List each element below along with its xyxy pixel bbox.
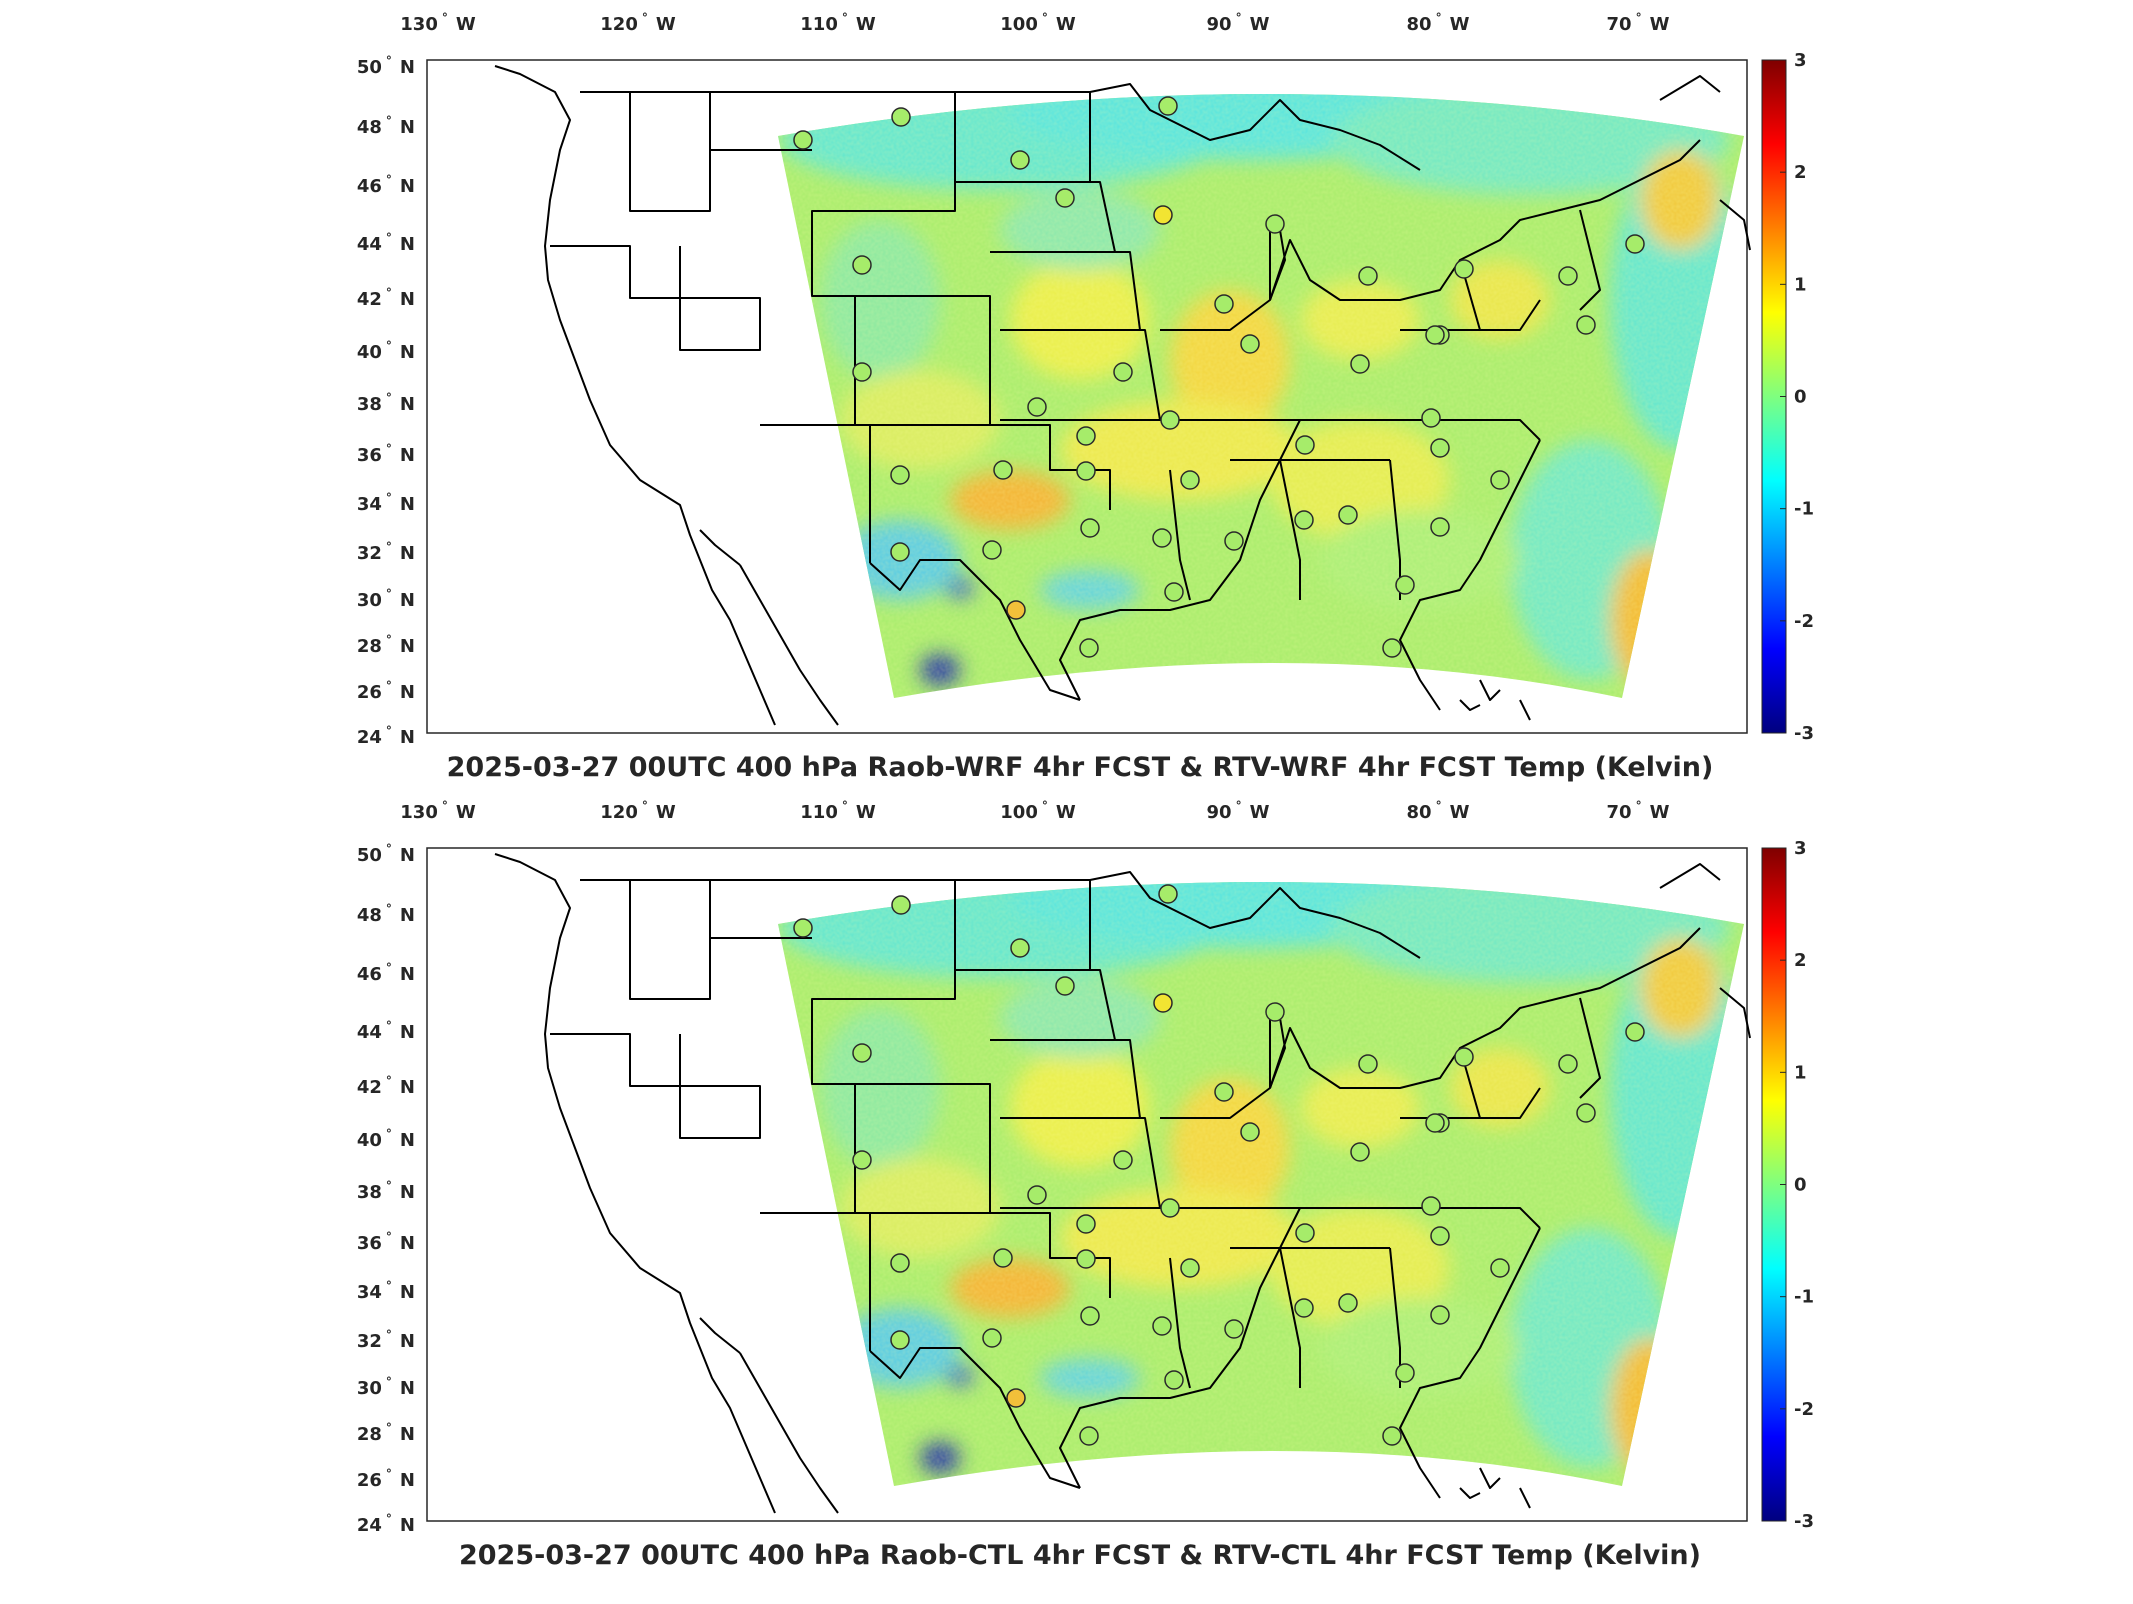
colorbar-tick-label: -1 xyxy=(1794,1287,1814,1308)
longitude-tick-label: 130 ° W xyxy=(400,11,476,35)
longitude-tick-label: 90 ° W xyxy=(1207,11,1270,35)
colorbar-tick-label: 2 xyxy=(1794,950,1807,971)
latitude-tick-label: 30 ° N xyxy=(357,587,415,611)
longitude-tick-label: 100 ° W xyxy=(1000,799,1076,823)
colorbar-tick-label: -1 xyxy=(1794,499,1814,520)
colorbar-tick-label: 1 xyxy=(1794,1062,1807,1083)
latitude-tick-label: 38 ° N xyxy=(357,391,415,415)
longitude-ticks: 130 ° W 120 ° W 110 ° W 100 ° W 90 ° W 80 ° W 70 ° W xyxy=(400,799,1669,823)
latitude-ticks: 50 ° N 48 ° N 46 ° N 44 ° N 42 ° N 40 ° N 38 ° N 36 ° N 34 ° N 32 ° N… xyxy=(357,54,415,748)
colorbar-tick-label: 3 xyxy=(1794,838,1807,859)
colorbar-tick-label: 0 xyxy=(1794,387,1807,408)
latitude-tick-label: 24 ° N xyxy=(357,1512,415,1536)
latitude-tick-label: 48 ° N xyxy=(357,114,415,138)
longitude-tick-label: 130 ° W xyxy=(400,799,476,823)
map-panel-1: 130 ° W 120 ° W 110 ° W 100 ° W 90 ° W 80 ° W 70 ° W 50 ° N 48 °… xyxy=(357,11,1814,783)
colorbar-tick-label: 1 xyxy=(1794,274,1807,295)
latitude-tick-label: 40 ° N xyxy=(357,1127,415,1151)
latitude-tick-label: 44 ° N xyxy=(357,231,415,255)
latitude-tick-label: 36 ° N xyxy=(357,442,415,466)
latitude-tick-label: 36 ° N xyxy=(357,1230,415,1254)
latitude-tick-label: 40 ° N xyxy=(357,339,415,363)
latitude-tick-label: 46 ° N xyxy=(357,961,415,985)
latitude-tick-label: 42 ° N xyxy=(357,286,415,310)
longitude-tick-label: 110 ° W xyxy=(800,11,876,35)
colorbar-tick-label: 2 xyxy=(1794,162,1807,183)
latitude-tick-label: 32 ° N xyxy=(357,540,415,564)
latitude-ticks: 50 ° N 48 ° N 46 ° N 44 ° N 42 ° N 40 ° N 38 ° N 36 ° N 34 ° N 32 ° N… xyxy=(357,842,415,1536)
colorbar-tick-label: -2 xyxy=(1794,1399,1814,1420)
longitude-tick-label: 100 ° W xyxy=(1000,11,1076,35)
panel-title: 2025-03-27 00UTC 400 hPa Raob-WRF 4hr FC… xyxy=(447,752,1714,783)
longitude-tick-label: 120 ° W xyxy=(600,11,676,35)
colorbar-tick-label: -2 xyxy=(1794,611,1814,632)
latitude-tick-label: 34 ° N xyxy=(357,1279,415,1303)
longitude-tick-label: 70 ° W xyxy=(1607,11,1670,35)
latitude-tick-label: 46 ° N xyxy=(357,173,415,197)
latitude-tick-label: 26 ° N xyxy=(357,1467,415,1491)
longitude-tick-label: 90 ° W xyxy=(1207,799,1270,823)
map-panel-2: 130 ° W 120 ° W 110 ° W 100 ° W 90 ° W 80 ° W 70 ° W 50 ° N 48 °… xyxy=(357,799,1814,1571)
latitude-tick-label: 44 ° N xyxy=(357,1019,415,1043)
latitude-tick-label: 26 ° N xyxy=(357,679,415,703)
colorbar-tick-label: 0 xyxy=(1794,1175,1807,1196)
latitude-tick-label: 28 ° N xyxy=(357,1421,415,1445)
longitude-tick-label: 80 ° W xyxy=(1407,799,1470,823)
longitude-tick-label: 70 ° W xyxy=(1607,799,1670,823)
latitude-tick-label: 50 ° N xyxy=(357,842,415,866)
colorbar-ticks: 3 2 1 0 -1 -2 -3 xyxy=(1780,50,1814,744)
colorbar-ticks: 3 2 1 0 -1 -2 -3 xyxy=(1780,838,1814,1532)
longitude-tick-label: 110 ° W xyxy=(800,799,876,823)
longitude-tick-label: 120 ° W xyxy=(600,799,676,823)
latitude-tick-label: 24 ° N xyxy=(357,724,415,748)
longitude-ticks: 130 ° W 120 ° W 110 ° W 100 ° W 90 ° W 80 ° W 70 ° W xyxy=(400,11,1669,35)
panel-title: 2025-03-27 00UTC 400 hPa Raob-CTL 4hr FC… xyxy=(459,1540,1701,1571)
latitude-tick-label: 48 ° N xyxy=(357,902,415,926)
longitude-tick-label: 80 ° W xyxy=(1407,11,1470,35)
latitude-tick-label: 34 ° N xyxy=(357,491,415,515)
latitude-tick-label: 30 ° N xyxy=(357,1375,415,1399)
latitude-tick-label: 50 ° N xyxy=(357,54,415,78)
colorbar-tick-label: -3 xyxy=(1794,723,1814,744)
latitude-tick-label: 42 ° N xyxy=(357,1074,415,1098)
colorbar-tick-label: 3 xyxy=(1794,50,1807,71)
colorbar-tick-label: -3 xyxy=(1794,1511,1814,1532)
latitude-tick-label: 32 ° N xyxy=(357,1328,415,1352)
latitude-tick-label: 28 ° N xyxy=(357,633,415,657)
latitude-tick-label: 38 ° N xyxy=(357,1179,415,1203)
